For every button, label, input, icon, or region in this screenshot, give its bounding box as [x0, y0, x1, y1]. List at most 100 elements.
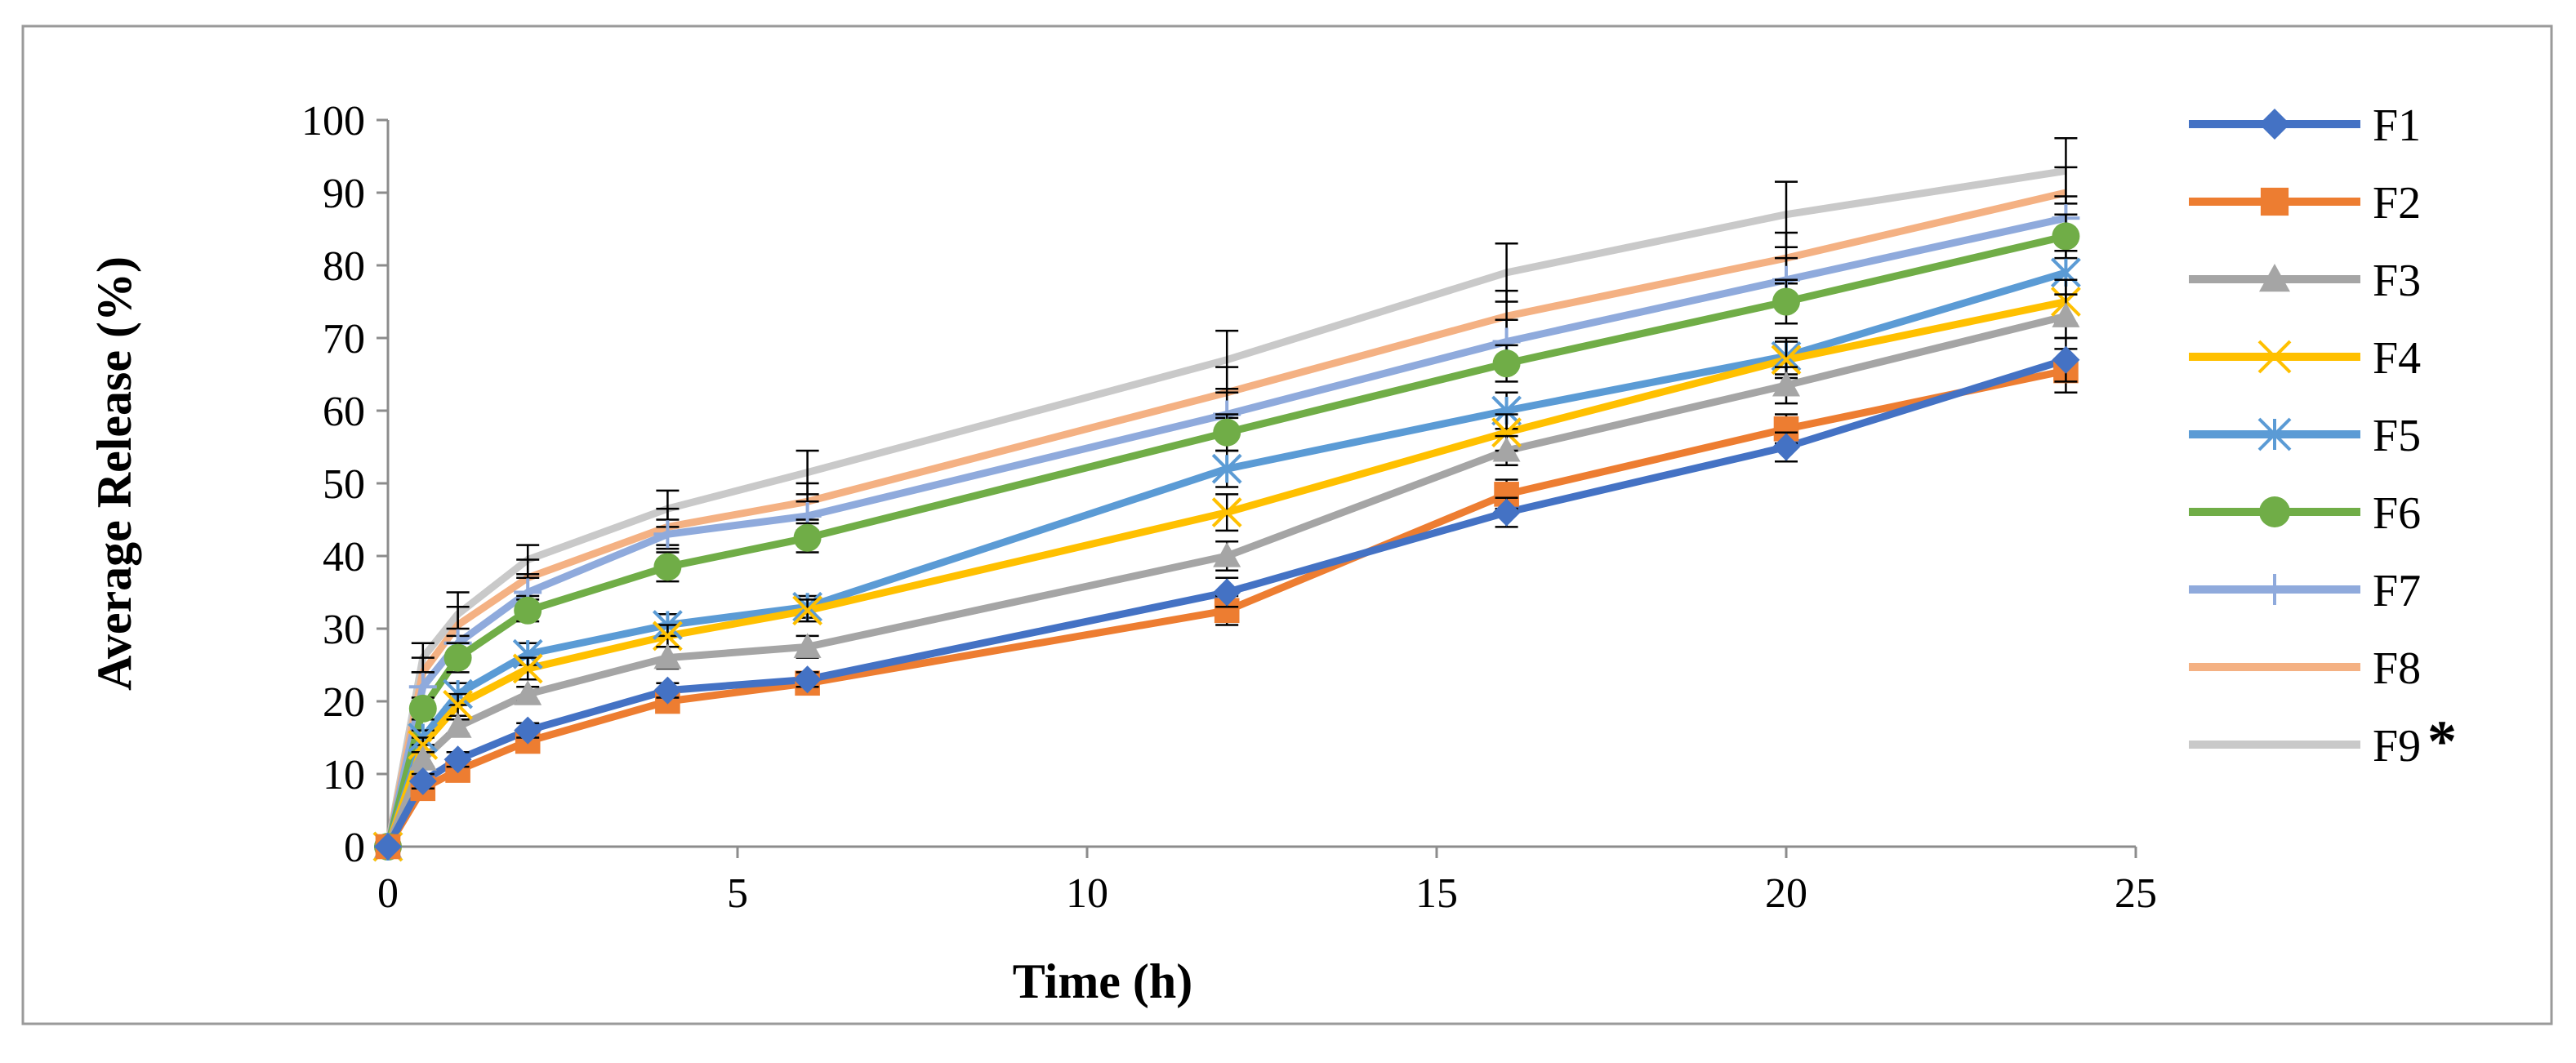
legend-label-f4: F4	[2373, 333, 2421, 384]
x-tick-label: 15	[1415, 870, 1458, 917]
x-tick-label: 10	[1066, 870, 1108, 917]
data-point-f4	[512, 653, 543, 684]
data-point-f6	[1213, 418, 1241, 447]
legend-marker-f7	[2259, 574, 2290, 605]
series-points-f4	[372, 278, 2081, 862]
legend-marker-f3	[2259, 264, 2290, 292]
legend-item-f4: F4	[2189, 333, 2421, 384]
legend-item-f5: F5	[2189, 411, 2421, 461]
x-axis-label: Time (h)	[1013, 954, 1193, 1008]
data-point-f4	[1211, 497, 1242, 528]
series-f3	[384, 312, 2067, 848]
data-point-f1	[1213, 578, 1241, 607]
data-point-f1	[2052, 345, 2080, 374]
legend-label-f3: F3	[2373, 256, 2421, 306]
y-tick-label: 70	[323, 316, 365, 362]
legend-label-f9: F9	[2373, 721, 2421, 772]
series-f4	[384, 298, 2067, 848]
legend-label-f8: F8	[2373, 643, 2421, 694]
series-line-f8	[384, 189, 2067, 847]
x-tick-label: 20	[1765, 870, 1807, 917]
data-point-f1	[1772, 433, 1800, 461]
series-f2	[385, 367, 2067, 849]
series-line-f3	[384, 312, 2067, 848]
legend-label-f1: F1	[2373, 100, 2421, 151]
data-point-f6	[443, 643, 472, 672]
legend-item-f9: F9	[2189, 721, 2421, 772]
legend-marker-f4	[2257, 340, 2292, 374]
data-point-f3	[408, 745, 437, 771]
data-point-f7	[653, 520, 682, 549]
series-f9	[384, 167, 2067, 847]
data-point-f1	[653, 676, 682, 705]
data-point-f4	[408, 729, 439, 760]
series-f7	[384, 214, 2067, 847]
legend-marker-f6	[2259, 496, 2290, 527]
data-point-f6	[1492, 349, 1521, 378]
data-point-f3	[443, 713, 472, 738]
series-line-f9	[384, 167, 2067, 847]
legend-label-f5: F5	[2373, 411, 2421, 461]
x-tick-label: 25	[2115, 870, 2157, 917]
data-point-f1	[1492, 498, 1521, 527]
data-point-f3	[793, 633, 822, 658]
x-tick-label: 5	[727, 870, 748, 917]
data-point-f3	[1492, 436, 1521, 462]
data-point-f4	[652, 620, 683, 652]
legend-label-f7: F7	[2373, 566, 2421, 616]
data-point-f3	[514, 680, 542, 705]
data-point-f6	[1772, 287, 1800, 316]
data-point-f3	[653, 643, 682, 669]
data-point-f6	[408, 694, 437, 723]
data-point-f3	[1213, 542, 1241, 567]
legend-marker-f2	[2260, 187, 2289, 216]
data-point-f3	[2052, 302, 2080, 327]
series-f8	[384, 189, 2067, 847]
y-tick-label: 60	[323, 389, 365, 435]
series-line-f5	[384, 269, 2067, 848]
data-point-f6	[2052, 222, 2080, 251]
series-line-f7	[384, 214, 2067, 847]
y-tick-label: 50	[323, 461, 365, 508]
y-tick-label: 40	[323, 534, 365, 580]
data-point-f4	[792, 595, 823, 626]
legend-item-f7: F7	[2189, 566, 2421, 616]
y-tick-label: 10	[323, 752, 365, 798]
legend-item-f8: F8	[2189, 643, 2421, 694]
data-point-f1	[793, 665, 822, 694]
series-line-f1	[385, 356, 2067, 849]
series-points-f1	[374, 336, 2080, 861]
data-point-f4	[1491, 417, 1522, 448]
series-line-f4	[384, 298, 2067, 848]
data-point-f4	[1771, 345, 1802, 376]
y-tick-label: 20	[323, 679, 365, 726]
series-f6	[384, 233, 2067, 848]
y-axis-label: Average Release (%)	[87, 256, 141, 691]
legend-item-f2: F2	[2189, 178, 2421, 229]
series-f5	[384, 269, 2067, 848]
y-tick-label: 100	[301, 98, 365, 145]
data-point-f4	[443, 690, 474, 720]
series-line-f6	[384, 233, 2067, 848]
chart-frame	[21, 24, 2553, 1025]
legend-marker-f1	[2259, 109, 2290, 140]
data-point-f1	[408, 767, 437, 795]
legend-annotation-asterisk: *	[2427, 709, 2457, 774]
data-point-f1	[443, 745, 472, 774]
y-tick-label: 0	[344, 825, 365, 871]
x-tick-label: 0	[377, 870, 399, 917]
data-point-f6	[793, 523, 822, 552]
data-point-f6	[653, 553, 682, 581]
y-tick-label: 80	[323, 243, 365, 290]
series-f1	[385, 356, 2067, 849]
legend-item-f3: F3	[2189, 256, 2421, 306]
y-tick-label: 30	[323, 607, 365, 653]
legend-label-f6: F6	[2373, 488, 2421, 539]
series-line-f2	[385, 367, 2067, 849]
legend-item-f1: F1	[2189, 100, 2421, 151]
legend-label-f2: F2	[2373, 178, 2421, 229]
legend-item-f6: F6	[2189, 488, 2421, 539]
data-point-f1	[514, 716, 542, 745]
